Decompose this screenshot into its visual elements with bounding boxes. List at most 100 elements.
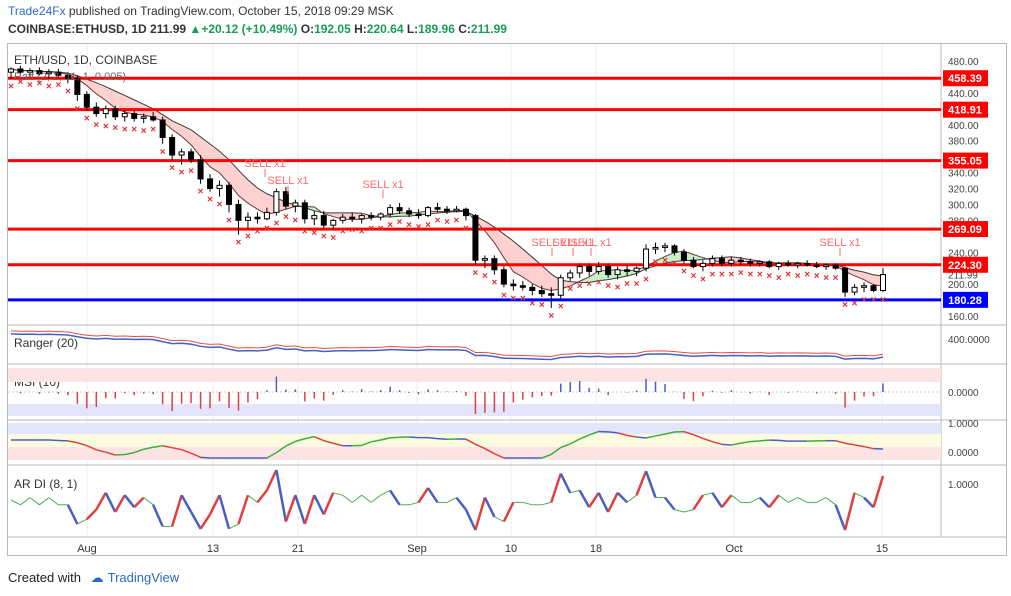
candle-body	[292, 202, 299, 207]
ardi-segment	[854, 492, 865, 499]
tdi-segment	[361, 441, 372, 447]
stop-marker: ×	[340, 227, 346, 238]
candle-body	[728, 259, 735, 264]
ardi-segment	[303, 494, 316, 525]
ardi-segment	[559, 473, 572, 494]
candle-body	[785, 262, 792, 266]
stop-marker: ×	[273, 219, 279, 230]
stop-marker: ×	[785, 270, 791, 281]
tdi-segment	[645, 435, 656, 439]
stop-marker: ×	[454, 215, 460, 226]
ardi-segment	[389, 489, 401, 506]
ardi-segment	[199, 513, 212, 530]
candle-body	[444, 208, 450, 212]
ardi-segment	[474, 497, 487, 531]
tdi-segment	[550, 446, 562, 456]
author-link[interactable]: Trade24Fx	[8, 4, 66, 18]
sell-signal-label: SELL x1	[244, 158, 285, 170]
ardi-segment	[522, 501, 533, 506]
stop-marker: ×	[264, 223, 270, 234]
stop-marker: ×	[444, 217, 450, 228]
candle-body	[93, 106, 100, 115]
tdi-segment	[731, 442, 741, 446]
price-tick-label: 160.00	[948, 312, 979, 323]
stop-marker: ×	[520, 294, 526, 305]
ma-cloud-segment	[693, 254, 703, 261]
tdi-segment	[560, 443, 571, 449]
high-value: 220.64	[366, 22, 404, 36]
stop-marker: ×	[122, 125, 128, 136]
stop-marker: ×	[330, 233, 336, 244]
candle-body	[766, 261, 773, 268]
main-pane-title: ETH/USD, 1D, COINBASE	[14, 53, 157, 67]
price-level-tag-label: 458.39	[948, 73, 982, 85]
stop-marker: ×	[691, 271, 697, 282]
stop-marker: ×	[719, 270, 725, 281]
price-tick-label: 340.00	[948, 169, 979, 180]
tdi-segment	[314, 435, 325, 442]
tdi-segment	[67, 440, 78, 444]
msi-overbought-zone	[8, 368, 941, 382]
candle-body	[415, 213, 422, 217]
candle-body	[254, 216, 261, 220]
candle-body	[680, 251, 687, 261]
ardi-segment	[20, 497, 31, 506]
ma-cloud-segment	[257, 188, 267, 215]
ardi-segment	[863, 496, 875, 509]
ardi-segment	[597, 492, 610, 513]
chart-frame[interactable]	[7, 43, 1007, 556]
tdi-segment	[569, 438, 581, 445]
last-price-tick: 211.99	[948, 271, 978, 282]
tdi-segment	[608, 431, 618, 434]
candle-body	[775, 262, 782, 268]
ardi-segment	[39, 497, 50, 506]
tdi-segment	[171, 446, 182, 451]
candle-body	[8, 68, 14, 73]
ardi-segment	[208, 494, 221, 515]
ma-cloud-segment	[665, 252, 675, 264]
ardi-segment	[635, 470, 648, 496]
footer: Created with ☁ TradingView	[8, 570, 179, 586]
ardi-segment	[692, 494, 704, 511]
ardi-segment	[10, 499, 21, 506]
candle-body	[320, 215, 327, 226]
ardi-segment	[152, 504, 164, 527]
sell-signal-label: SELL x1	[362, 179, 403, 191]
x-tick-label: Sep	[407, 543, 427, 555]
ardi-segment	[351, 494, 362, 503]
price-tick-label: 400.00	[948, 121, 979, 132]
price-level-tag-label: 224.30	[948, 260, 982, 272]
candle-body	[377, 213, 384, 218]
ardi-segment	[228, 523, 239, 530]
tdi-segment	[484, 447, 495, 455]
ardi-segment	[256, 489, 268, 504]
candle-body	[861, 285, 868, 288]
ma-cloud-segment	[191, 129, 201, 157]
ardi-segment	[825, 497, 836, 506]
price-tick-label: 380.00	[948, 137, 979, 148]
tradingview-link[interactable]: TradingView	[107, 570, 180, 585]
tdi-segment	[390, 436, 400, 439]
candle-body	[794, 262, 801, 266]
ma-cloud-segment	[864, 272, 874, 285]
x-tick-label: Aug	[77, 543, 97, 555]
ranger-title: Ranger (20)	[14, 336, 78, 350]
ma-cloud-segment	[229, 159, 239, 196]
sell-signal-label: SELL x1	[531, 237, 572, 249]
tdi-segment	[863, 445, 874, 450]
tdi-segment	[835, 439, 846, 444]
tdi-segment	[409, 436, 419, 439]
candle-body	[263, 211, 270, 220]
tdi-segment	[323, 439, 334, 444]
candle-body	[83, 93, 90, 108]
ma-cloud-segment	[96, 82, 106, 101]
stop-marker: ×	[27, 80, 33, 91]
stop-marker: ×	[311, 228, 317, 239]
tdi-segment	[162, 445, 173, 449]
x-tick-label: 13	[207, 543, 219, 555]
ma-cloud-segment	[124, 95, 135, 115]
candle-body	[121, 113, 128, 118]
close-label: C:	[458, 22, 471, 36]
stop-marker: ×	[653, 257, 659, 268]
